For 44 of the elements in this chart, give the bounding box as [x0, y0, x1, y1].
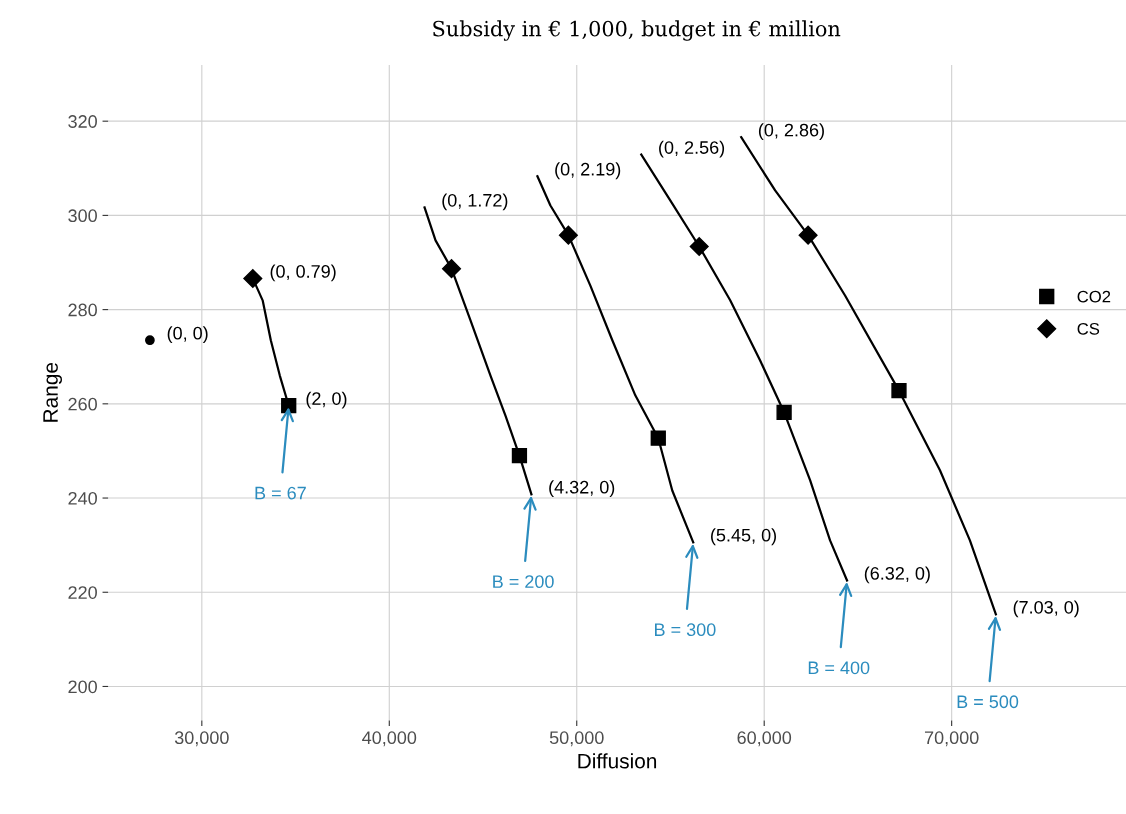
annotation: (6.32, 0): [864, 566, 930, 584]
point: [441, 259, 462, 279]
y-tick-label: 200: [68, 680, 97, 694]
point: [891, 382, 907, 399]
legend-label: CS: [1077, 322, 1100, 335]
point: [558, 225, 578, 245]
chart-title: Subsidy in € 1,000, budget in € million: [433, 20, 841, 41]
y-tick-label: 320: [68, 115, 97, 128]
y-axis-title: Range: [43, 362, 62, 422]
y-tick-label: 280: [68, 303, 97, 317]
annotation: B = 400: [808, 661, 870, 675]
y-tick-label: 220: [68, 586, 97, 599]
point: [281, 398, 297, 414]
x-tick-label: 70,000: [924, 731, 979, 747]
annotation: (7.03, 0): [1013, 600, 1079, 618]
annotation: (0, 2.19): [555, 162, 621, 180]
point: [511, 448, 528, 464]
annotation: (0, 0): [167, 326, 208, 344]
point: [650, 430, 666, 446]
legend-label: CO2: [1077, 290, 1111, 303]
point: [798, 225, 818, 245]
annotation: B = 300: [655, 623, 716, 637]
annotation: (0, 0.79): [270, 264, 336, 282]
x-axis-title: Diffusion: [578, 753, 657, 769]
annotation: (0, 2.56): [659, 140, 725, 158]
point: [243, 268, 263, 289]
x-tick-label: 30,000: [174, 731, 229, 747]
annotation: (2, 0): [306, 391, 347, 409]
y-tick-label: 240: [68, 491, 97, 505]
annotation: B = 200: [493, 575, 554, 589]
annotation: (5.45, 0): [711, 528, 777, 546]
annotation: B = 67: [255, 486, 306, 500]
point: [145, 335, 155, 346]
annotation: (4.32, 0): [549, 480, 615, 498]
annotation: (0, 1.72): [442, 193, 508, 211]
x-tick-label: 60,000: [737, 731, 792, 747]
y-tick-label: 300: [68, 209, 97, 223]
annotation: (0, 2.86): [758, 123, 824, 141]
y-tick-label: 260: [68, 397, 97, 411]
point: [689, 236, 709, 257]
point: [776, 404, 792, 420]
x-tick-label: 40,000: [362, 731, 417, 747]
x-tick-label: 50,000: [549, 731, 604, 747]
annotation: B = 500: [957, 695, 1019, 709]
